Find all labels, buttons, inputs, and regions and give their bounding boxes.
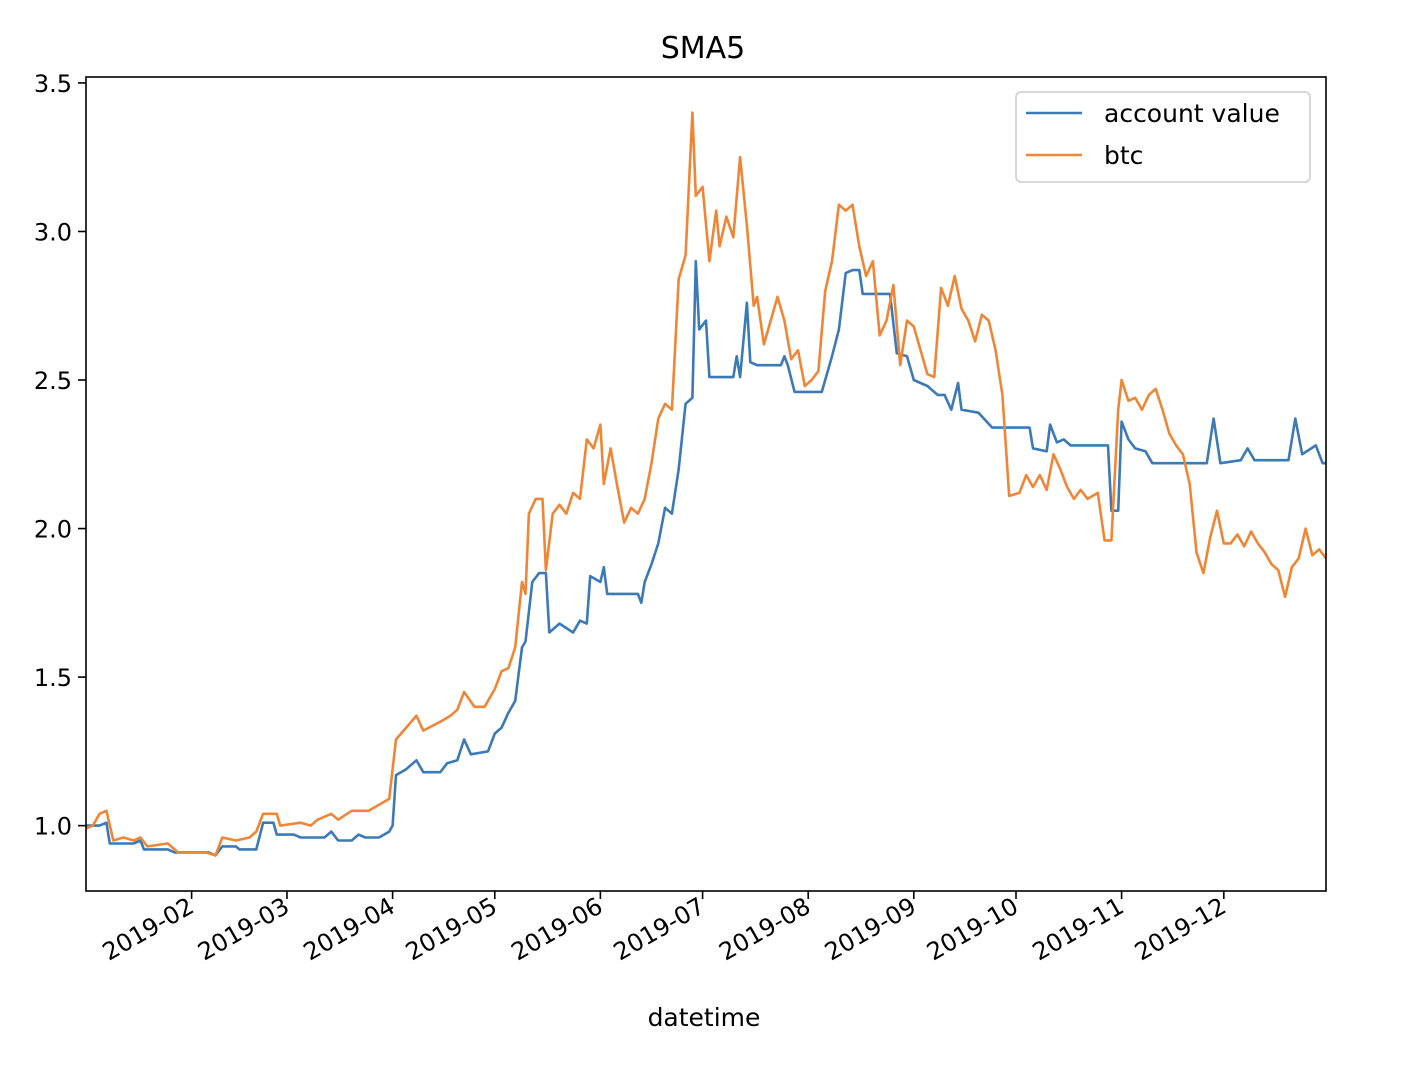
- x-tick-label: 2019-04: [299, 892, 400, 966]
- legend-box: [1015, 91, 1311, 183]
- x-tick-label: 2019-11: [1028, 892, 1129, 966]
- x-tick-label: 2019-10: [922, 892, 1023, 966]
- plot-frame: [85, 76, 1327, 892]
- series-line-1: [86, 259, 1326, 857]
- x-tick-label: 2019-09: [820, 892, 921, 966]
- x-tick-label: 2019-03: [193, 892, 294, 966]
- y-tick-label: 1.0: [34, 813, 72, 841]
- legend-label: account value: [1104, 99, 1280, 128]
- x-tick-label: 2019-02: [98, 892, 199, 966]
- series-line-2: [85, 111, 1328, 857]
- legend-label: btc: [1104, 141, 1143, 170]
- y-tick-label: 3.0: [34, 218, 72, 246]
- chart-title: SMA5: [661, 31, 746, 66]
- x-tick-label: 2019-08: [714, 892, 815, 966]
- x-tick-label: 2019-07: [609, 892, 710, 966]
- y-tick-label: 1.5: [34, 664, 72, 692]
- y-tick-label: 2.0: [34, 516, 72, 544]
- x-axis-label: datetime: [648, 1003, 761, 1032]
- plot-area: [85, 111, 1328, 857]
- x-tick-label: 2019-05: [401, 892, 502, 966]
- x-tick-label: 2019-06: [507, 892, 608, 966]
- x-tick-label: 2019-12: [1130, 892, 1231, 966]
- y-tick-label: 2.5: [34, 367, 72, 395]
- legend: account value btc: [1015, 91, 1311, 183]
- y-tick-label: 3.5: [34, 70, 72, 98]
